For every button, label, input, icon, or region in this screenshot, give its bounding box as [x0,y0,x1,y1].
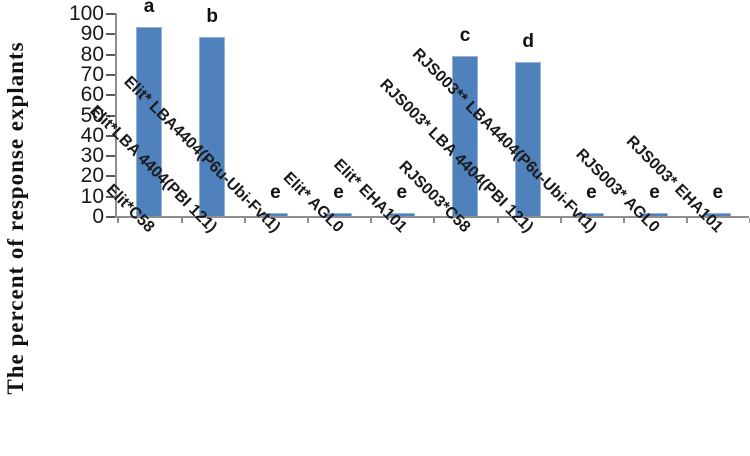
bar-significance-letter: e [649,182,660,203]
bar-significance-letter: e [333,182,344,203]
y-tick-label: 10 [80,184,104,208]
bar [704,213,731,216]
bar-significance-letter: c [459,24,471,46]
y-tick-label: 20 [80,164,104,188]
y-tick-label: 40 [80,123,104,147]
y-tick [106,155,115,158]
y-tick [106,216,115,218]
x-tick [496,218,499,223]
bar [452,55,478,216]
bar-significance-letter: e [270,182,281,203]
y-axis-title: The percent of response explants [3,41,28,395]
y-tick-label: 60 [80,83,104,107]
y-tick-label: 30 [80,144,104,168]
bar [199,37,226,216]
y-tick-label: 80 [80,42,104,66]
y-tick [106,195,115,198]
x-tick [180,218,183,223]
bar-significance-letter: e [586,182,597,203]
y-tick-label: 90 [80,22,104,46]
y-tick [106,114,115,117]
bar-significance-letter: a [143,0,155,18]
bar-significance-letter: d [522,30,534,52]
bar [262,213,289,216]
x-tick [686,218,689,223]
x-tick [243,218,246,223]
bar [388,213,415,216]
x-tick [433,218,436,223]
x-tick [117,218,120,223]
bar [325,213,352,216]
x-tick [370,218,373,223]
bar-significance-letter: b [206,6,218,28]
y-tick [106,33,115,36]
x-tick [307,218,309,223]
y-tick-label: 0 [92,205,104,228]
y-tick [106,94,115,97]
y-tick-label: 70 [80,62,104,86]
y-tick-label: 100 [68,2,104,25]
y-tick [106,73,115,76]
y-tick [106,13,115,15]
bar [578,213,605,216]
y-tick-label: 50 [80,103,104,127]
x-axis-line [115,216,749,218]
bar [641,213,668,216]
y-axis-line [115,13,117,218]
x-tick [559,218,562,223]
y-tick [106,134,115,137]
bar-significance-letter: e [396,182,408,203]
y-tick [106,53,115,56]
bar [515,61,542,216]
bar-significance-letter: e [712,182,724,203]
y-tick [106,175,115,178]
x-tick [623,218,625,223]
bar [136,27,162,216]
